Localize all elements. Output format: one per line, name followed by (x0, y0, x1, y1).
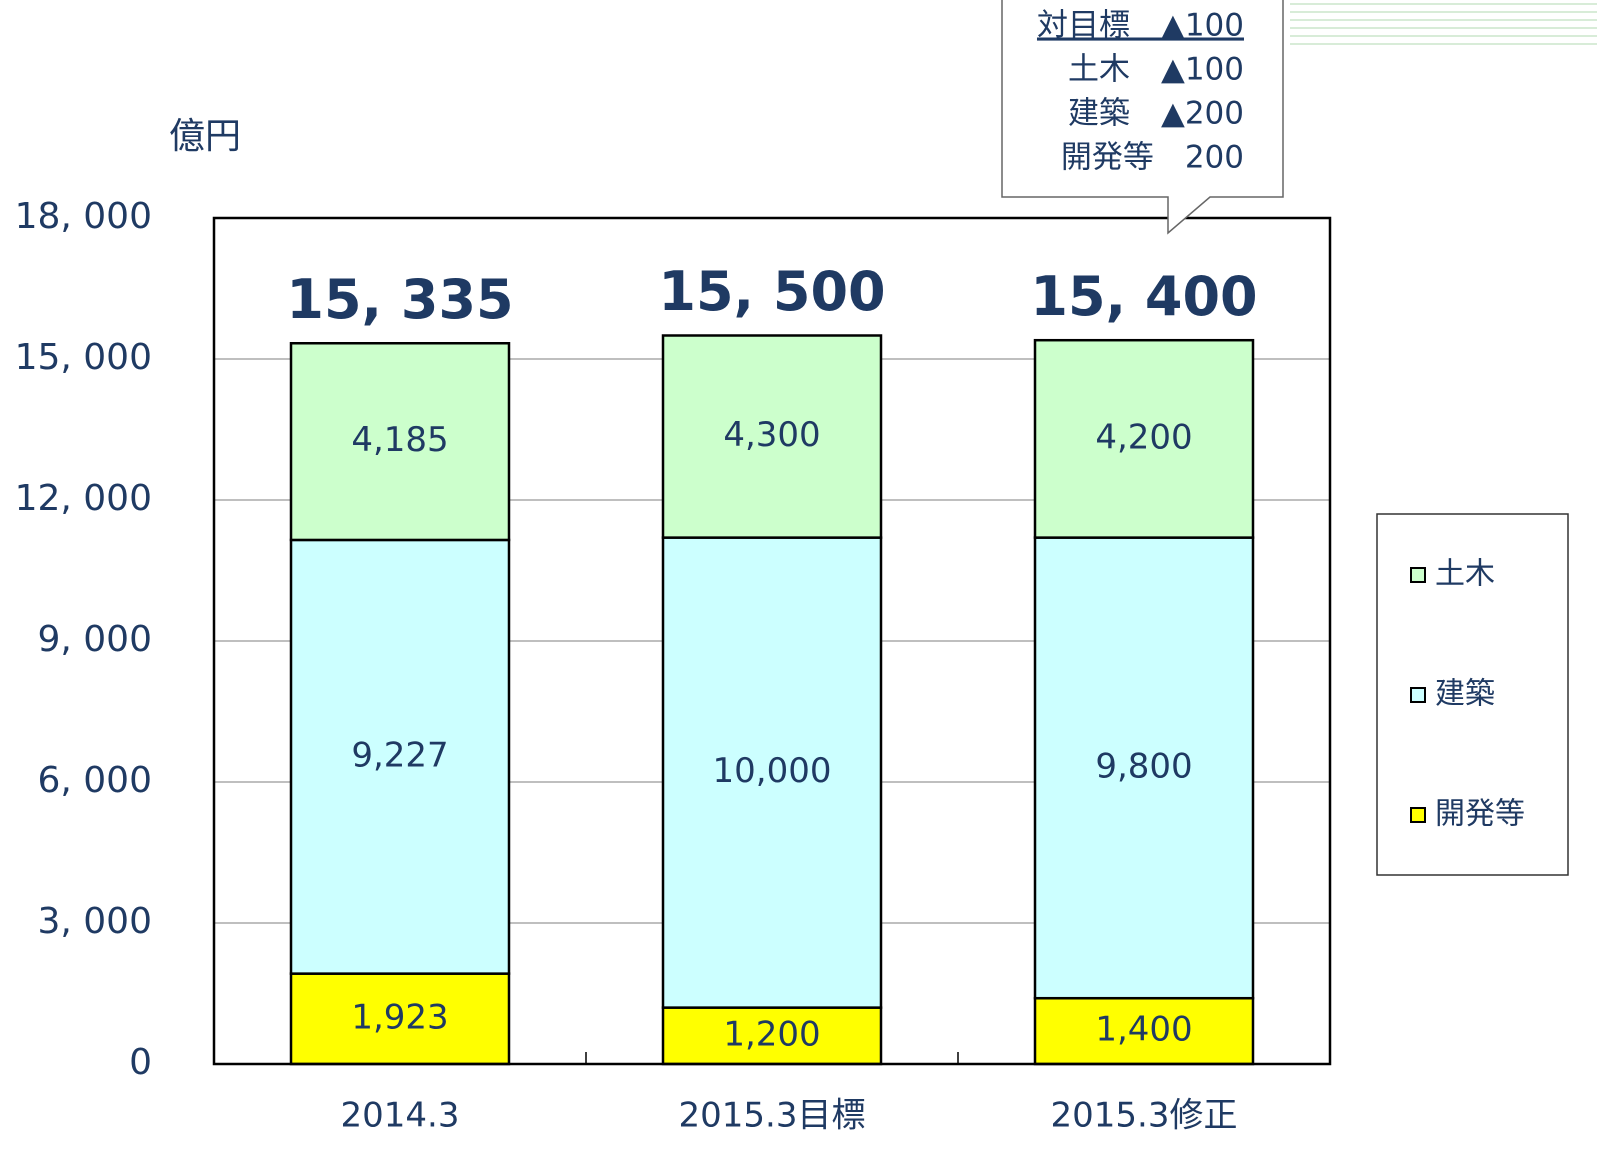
legend-swatch (1410, 567, 1426, 583)
bar-segment (1033, 338, 1255, 539)
callout-line: 対目標 ▲100 (1037, 8, 1244, 44)
legend-label: 開発等 (1435, 797, 1525, 832)
legend-label: 建築 (1435, 677, 1495, 712)
callout (1001, 0, 1284, 235)
segment-label: 9,227 (351, 735, 448, 775)
segment-label: 4,185 (351, 420, 448, 460)
y-tick-label: 3, 000 (37, 901, 152, 942)
y-tick-label: 18, 000 (15, 196, 152, 237)
segment-label: 1,400 (1095, 1010, 1192, 1050)
legend-box (1376, 513, 1569, 876)
plot-frame (212, 216, 1332, 1066)
y-tick-label: 0 (129, 1042, 152, 1083)
total-label: 15, 400 (1030, 265, 1257, 328)
bar-segment (289, 972, 511, 1066)
decoration (1290, 3, 1597, 45)
callout-line: 土木 ▲100 (1068, 52, 1244, 88)
legend-swatch (1410, 687, 1426, 703)
bar-segment (289, 538, 511, 975)
segment-label: 4,200 (1095, 417, 1192, 457)
y-tick-label: 6, 000 (37, 760, 152, 801)
y-tick-label: 15, 000 (15, 337, 152, 378)
segment-label: 9,800 (1095, 746, 1192, 786)
bar-segment (1033, 996, 1255, 1066)
x-tick-label: 2015.3目標 (679, 1096, 866, 1136)
bar-segment (289, 342, 511, 542)
y-tick-label: 9, 000 (37, 619, 152, 660)
callout-line: 建築 ▲200 (1068, 96, 1244, 132)
segment-label: 4,300 (723, 415, 820, 455)
x-tick-label: 2015.3修正 (1051, 1096, 1238, 1136)
legend-swatch (1410, 807, 1426, 823)
total-label: 15, 335 (286, 268, 513, 331)
segment-label: 1,923 (351, 997, 448, 1037)
segment-label: 10,000 (713, 751, 832, 791)
y-axis-label: 億円 (169, 116, 241, 157)
segment-label: 1,200 (723, 1014, 820, 1054)
bar-segment (661, 536, 883, 1009)
callout-line: 開発等 200 (1061, 140, 1244, 176)
bar-segment (1033, 536, 1255, 1000)
legend-label: 土木 (1435, 557, 1495, 592)
y-tick-label: 12, 000 (15, 478, 152, 519)
x-tick-label: 2014.3 (341, 1096, 460, 1136)
bar-segment (661, 334, 883, 539)
total-label: 15, 500 (658, 260, 885, 323)
